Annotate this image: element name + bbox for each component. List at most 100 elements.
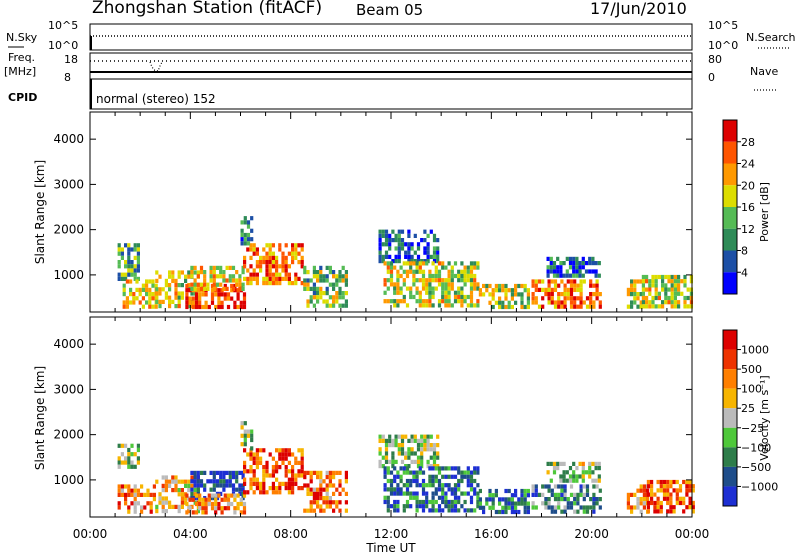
range-cell — [460, 299, 464, 304]
range-cell — [428, 508, 432, 513]
range-cell — [180, 500, 184, 505]
range-cell — [238, 487, 242, 492]
range-cell — [653, 492, 657, 497]
range-cell — [416, 242, 421, 247]
range-cell — [520, 304, 524, 310]
range-cell — [136, 243, 140, 248]
range-cell — [193, 496, 197, 501]
range-cell — [641, 274, 645, 280]
range-cell — [281, 452, 285, 457]
range-cell — [565, 256, 569, 261]
range-cell — [402, 508, 406, 513]
range-cell — [405, 269, 410, 274]
range-cell — [386, 466, 390, 471]
range-cell — [394, 443, 398, 448]
range-cell — [127, 460, 131, 465]
range-cell — [437, 478, 442, 484]
range-cell — [212, 470, 216, 475]
range-cell — [507, 501, 511, 506]
range-cell — [294, 243, 298, 248]
range-cell — [626, 505, 630, 510]
range-cell — [203, 270, 207, 275]
range-cell — [124, 264, 128, 269]
range-cell — [460, 273, 464, 279]
range-cell — [501, 300, 505, 305]
range-cell — [238, 286, 242, 291]
range-cell — [259, 255, 263, 260]
range-cell — [130, 268, 134, 273]
range-cell — [233, 304, 237, 310]
range-cell — [127, 255, 131, 260]
range-cell — [194, 292, 199, 297]
range-cell — [436, 238, 440, 243]
range-cell — [680, 279, 684, 284]
range-cell — [469, 508, 474, 513]
range-cell — [168, 287, 172, 292]
range-cell — [550, 300, 554, 305]
range-cell — [383, 290, 387, 295]
range-cell — [341, 278, 345, 283]
range-cell — [378, 459, 382, 464]
range-cell — [125, 300, 129, 305]
range-cell — [389, 261, 394, 266]
range-cell — [651, 274, 655, 280]
range-cell — [322, 508, 326, 513]
range-cell — [236, 292, 240, 297]
range-cell — [437, 466, 442, 471]
data-patch — [190, 470, 245, 501]
range-cell — [306, 483, 310, 488]
range-cell — [591, 261, 595, 266]
range-cell — [579, 505, 583, 510]
freq-tick-bottom: 8 — [64, 71, 71, 84]
range-cell — [563, 497, 567, 502]
range-cell — [425, 299, 429, 304]
range-cell — [291, 473, 295, 478]
range-cell — [678, 488, 683, 493]
range-cell — [582, 484, 586, 489]
range-cell — [344, 475, 348, 480]
range-cell — [328, 282, 332, 287]
range-cell — [322, 291, 326, 296]
range-cell — [397, 233, 401, 238]
range-cell — [633, 287, 637, 292]
range-cell — [473, 286, 477, 291]
range-cell — [653, 509, 657, 514]
range-cell — [187, 304, 191, 309]
range-cell — [344, 282, 348, 287]
range-cell — [581, 461, 585, 466]
range-cell — [250, 429, 254, 434]
range-cell — [553, 484, 558, 489]
range-cell — [316, 286, 320, 291]
range-cell — [198, 304, 202, 310]
range-cell — [297, 486, 301, 491]
range-cell — [409, 483, 413, 488]
range-cell — [507, 488, 511, 494]
range-cell — [639, 501, 643, 506]
range-cell — [151, 304, 155, 309]
range-cell — [332, 491, 336, 496]
range-cell — [553, 505, 558, 510]
range-cell — [673, 279, 677, 284]
range-cell — [300, 281, 304, 286]
range-cell — [268, 264, 272, 269]
range-cell — [450, 286, 454, 291]
range-cell — [662, 484, 667, 489]
range-cell — [243, 429, 247, 434]
range-cell — [240, 228, 244, 233]
range-cell — [689, 274, 693, 280]
range-cell — [381, 242, 385, 247]
range-cell — [391, 459, 395, 464]
range-cell — [453, 491, 458, 496]
range-cell — [444, 491, 448, 496]
range-cell — [143, 492, 147, 497]
range-cell — [498, 288, 502, 293]
range-cell — [284, 260, 288, 265]
range-cell — [691, 484, 695, 489]
colorbar-swatch — [723, 250, 737, 273]
range-cell — [569, 484, 574, 489]
xtick-label: 04:00 — [173, 527, 208, 541]
range-cell — [389, 504, 394, 509]
range-cell — [300, 243, 304, 248]
range-cell — [332, 282, 336, 287]
range-cell — [670, 274, 674, 280]
